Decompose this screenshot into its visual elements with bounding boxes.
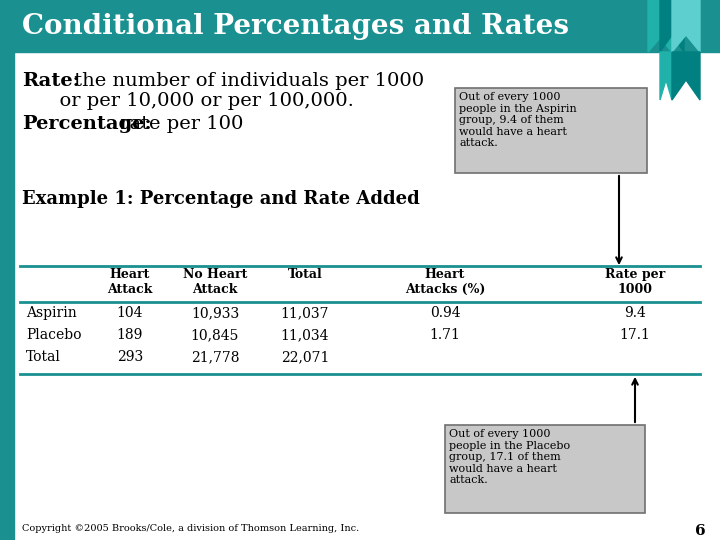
Text: 11,034: 11,034 [281,328,329,342]
Text: Heart
Attack: Heart Attack [107,268,153,296]
Text: 11,037: 11,037 [281,306,329,320]
Text: 22,071: 22,071 [281,350,329,364]
Polygon shape [648,0,672,52]
Bar [14,0,720,52]
Text: Example 1: Percentage and Rate Added: Example 1: Percentage and Rate Added [22,190,420,208]
Text: 293: 293 [117,350,143,364]
Text: Out of every 1000
people in the Aspirin
group, 9.4 of them
would have a heart
at: Out of every 1000 people in the Aspirin … [459,92,577,148]
Text: 10,933: 10,933 [191,306,239,320]
Text: Conditional Percentages and Rates: Conditional Percentages and Rates [22,12,569,39]
Text: Rate:: Rate: [22,72,80,90]
Text: 17.1: 17.1 [620,328,650,342]
Text: 189: 189 [117,328,143,342]
Text: Copyright ©2005 Brooks/Cole, a division of Thomson Learning, Inc.: Copyright ©2005 Brooks/Cole, a division … [22,524,359,533]
Text: 0.94: 0.94 [430,306,460,320]
Text: or per 10,000 or per 100,000.: or per 10,000 or per 100,000. [22,92,354,110]
Text: 9.4: 9.4 [624,306,646,320]
FancyBboxPatch shape [455,88,647,173]
Text: 10,845: 10,845 [191,328,239,342]
Text: Out of every 1000
people in the Placebo
group, 17.1 of them
would have a heart
a: Out of every 1000 people in the Placebo … [449,429,570,485]
Text: the number of individuals per 1000: the number of individuals per 1000 [68,72,424,90]
Text: Percentage:: Percentage: [22,115,152,133]
Text: Rate per
1000: Rate per 1000 [605,268,665,296]
Text: 1.71: 1.71 [430,328,460,342]
FancyBboxPatch shape [445,425,645,513]
Bar [0,0,14,540]
Text: No Heart
Attack: No Heart Attack [183,268,247,296]
Text: 6: 6 [695,524,706,538]
Polygon shape [660,52,672,100]
Text: Heart
Attacks (%): Heart Attacks (%) [405,268,485,296]
Polygon shape [660,0,684,52]
Text: Total: Total [26,350,61,364]
Text: rate per 100: rate per 100 [114,115,243,133]
Polygon shape [672,52,700,100]
Polygon shape [672,0,700,52]
Text: Total: Total [287,268,323,281]
Text: Placebo: Placebo [26,328,81,342]
Text: 104: 104 [117,306,143,320]
Text: Aspirin: Aspirin [26,306,77,320]
Text: 21,778: 21,778 [191,350,239,364]
